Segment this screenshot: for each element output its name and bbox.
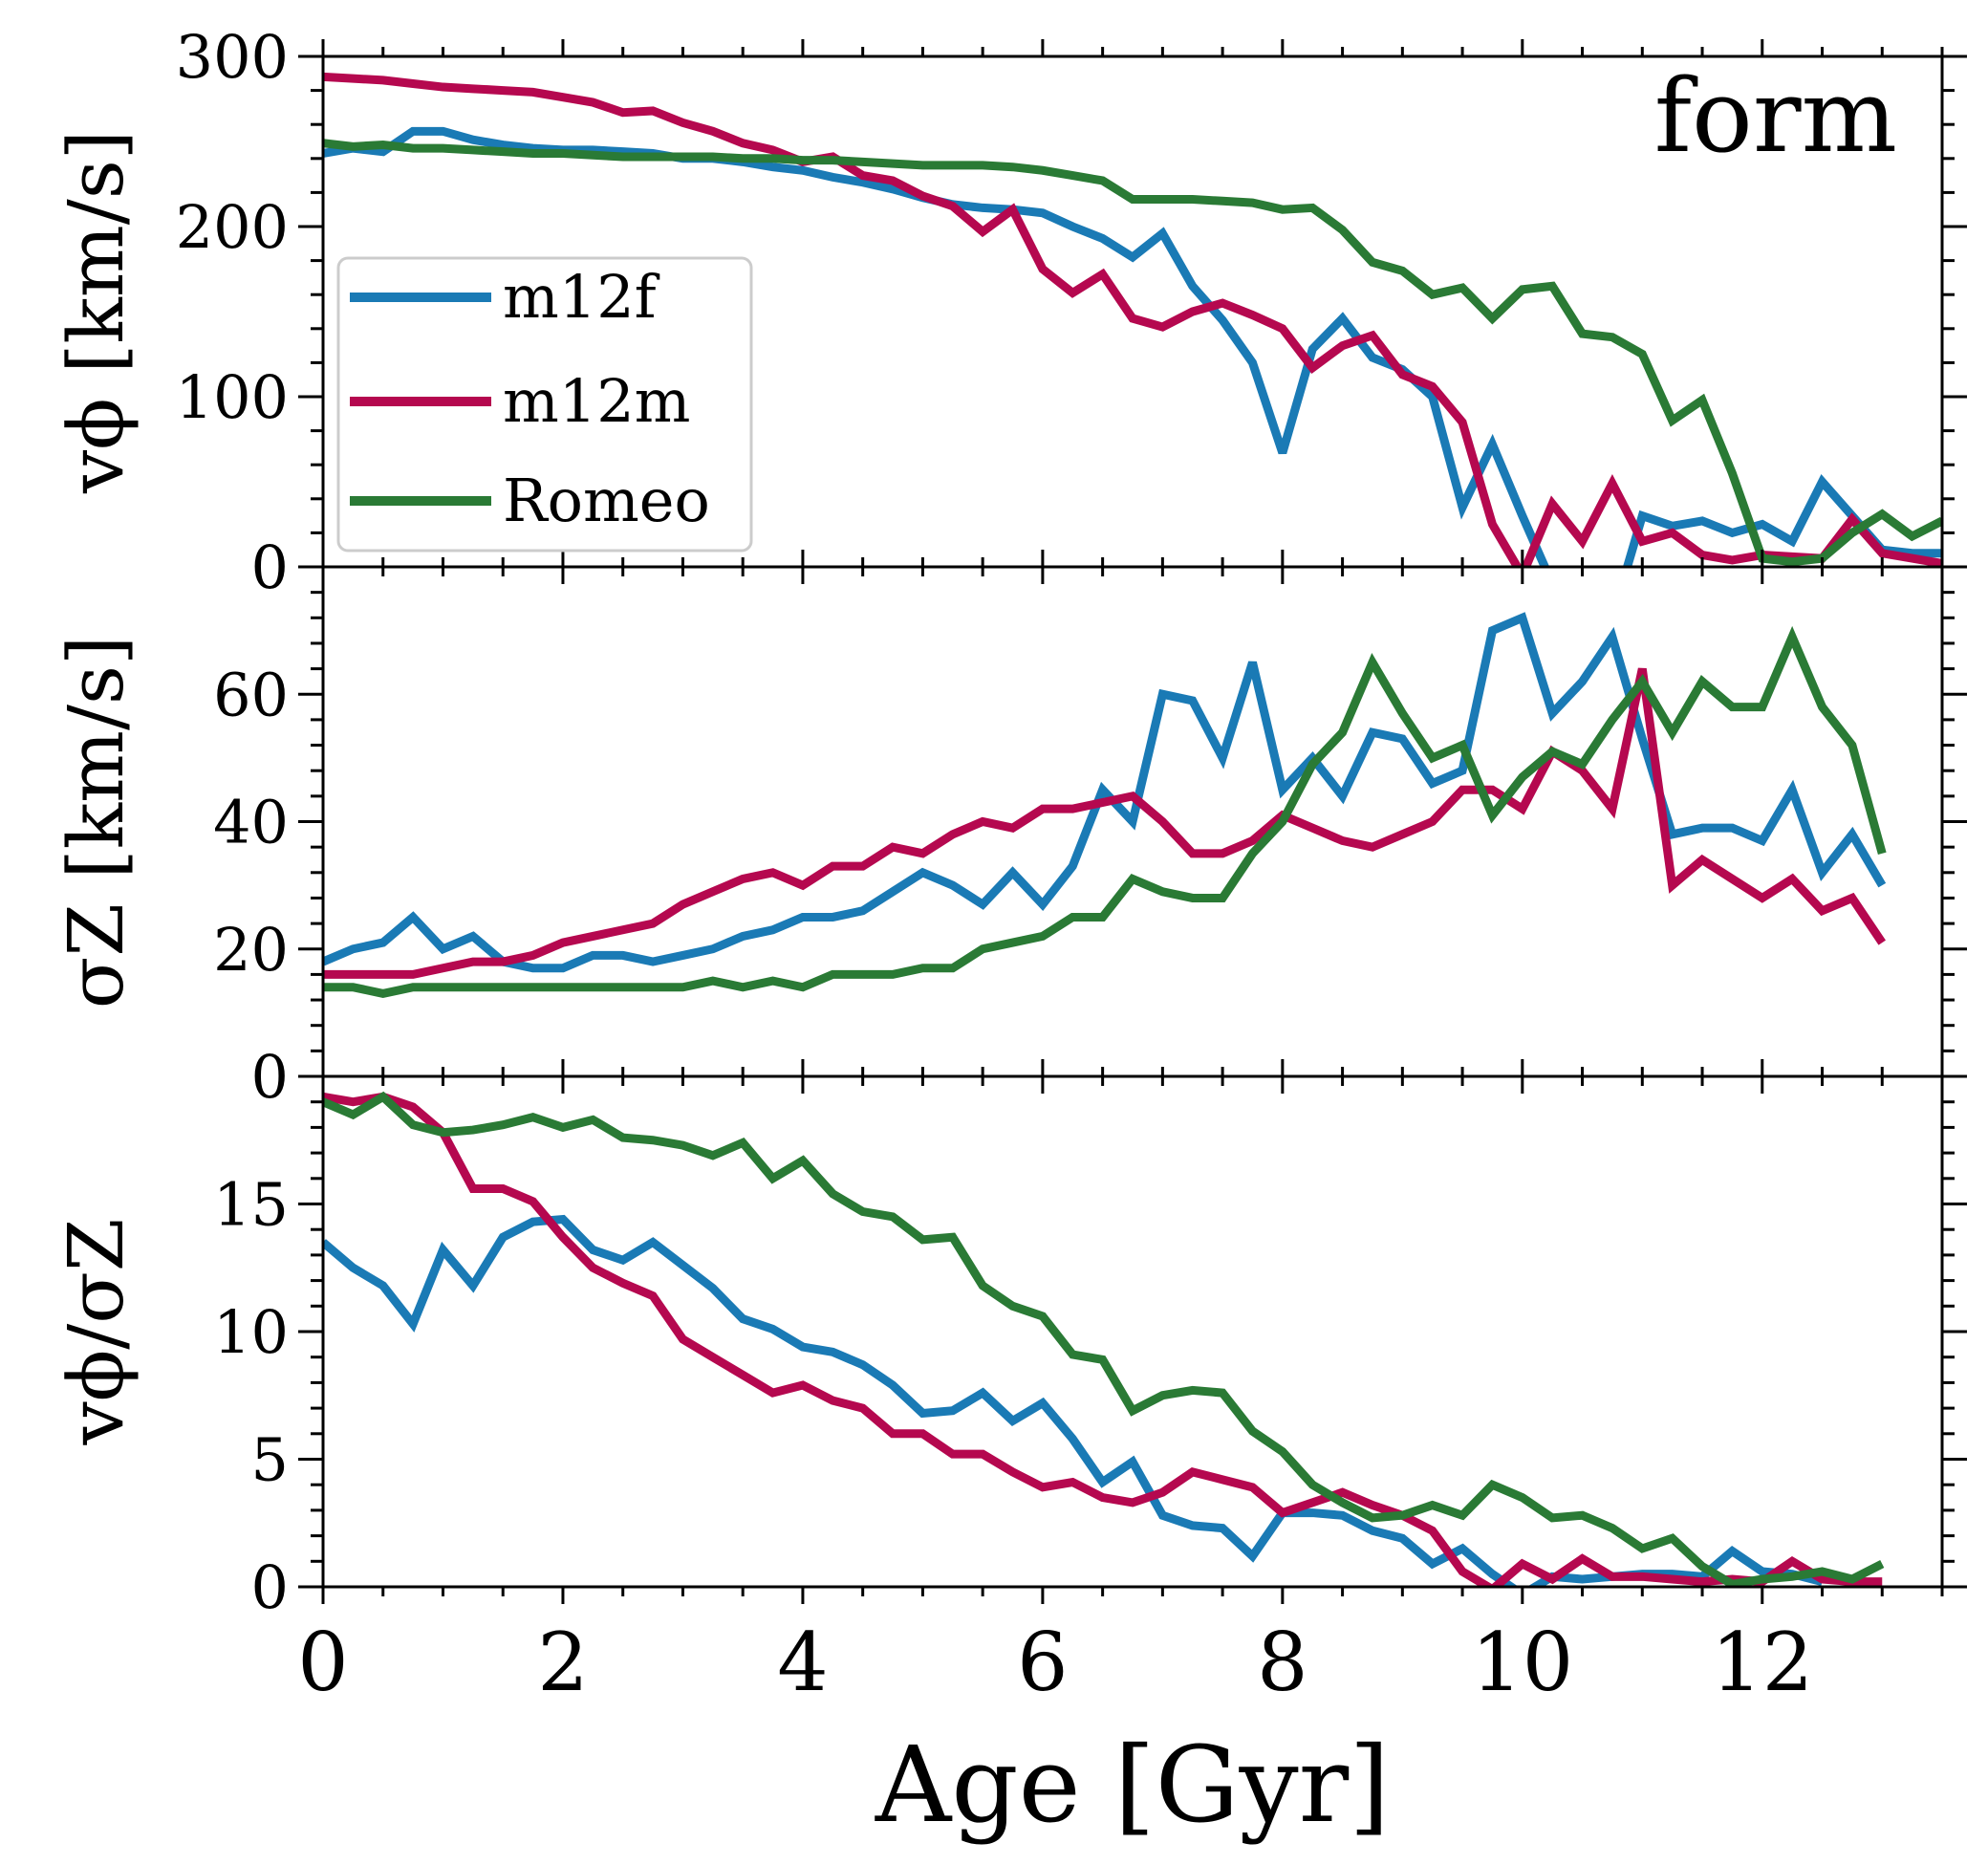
- panel-sigma-z-lines: [323, 612, 1887, 998]
- panel-v-phi: 0 100 200 300 vϕ [km/s]: [52, 22, 1967, 602]
- x-tick-labels: 0 2 4 6 8 10 12: [297, 1616, 1813, 1709]
- x-tick-label: 0: [297, 1616, 348, 1709]
- panel-annotation-form: form: [1654, 57, 1897, 175]
- series-line-m12m-sigma-z: [323, 667, 1886, 979]
- y-tick-label: 15: [213, 1170, 289, 1240]
- series-line-m12m-v-phi: [323, 72, 1942, 567]
- y-tick-label: 100: [176, 362, 289, 432]
- y-tick-label: 0: [251, 1552, 289, 1622]
- legend: m12f m12m Romeo: [336, 256, 753, 553]
- y-tick-label: 0: [251, 532, 289, 602]
- series-line-m12f-v-phi: [323, 126, 1942, 567]
- y-tick-label: 0: [251, 1042, 289, 1112]
- y-tick-label: 300: [176, 22, 289, 92]
- panel-ratio-lines: [323, 1091, 1885, 1587]
- y-tick-label: 40: [213, 788, 289, 857]
- series-line-romeo-ratio: [323, 1091, 1885, 1587]
- y-tick-label: 5: [251, 1425, 289, 1495]
- y-tick-label: 20: [213, 915, 289, 985]
- y-tick-label: 200: [176, 192, 289, 262]
- y-tick-label: 10: [213, 1297, 289, 1367]
- x-tick-label: 6: [1017, 1616, 1068, 1709]
- panel-v-phi-ylabel: vϕ [km/s]: [52, 130, 140, 494]
- panel-sigma-z-tick-labels: 0 20 40 60: [213, 660, 289, 1112]
- panel-ratio-tick-labels: 0 5 10 15: [213, 1170, 289, 1623]
- panel-ratio-ylabel: vϕ/σZ: [52, 1219, 140, 1446]
- panel-v-phi-tick-labels: 0 100 200 300: [176, 22, 289, 602]
- x-tick-label: 10: [1471, 1616, 1573, 1709]
- series-line-m12f-ratio: [323, 1214, 1824, 1587]
- legend-label-romeo: Romeo: [503, 466, 710, 535]
- x-tick-label: 12: [1711, 1616, 1813, 1709]
- panel-ratio-frame: [321, 1074, 1944, 1589]
- legend-label-m12f: m12f: [503, 262, 660, 332]
- panel-sigma-z-ticks: [298, 550, 1967, 1094]
- panel-v-phi-lines: [323, 72, 1942, 567]
- panel-ratio-ticks: [298, 1059, 1967, 1604]
- panel-sigma-z: 0 20 40 60 σZ [km/s]: [52, 550, 1967, 1112]
- series-line-m12m-ratio: [323, 1092, 1883, 1587]
- panel-ratio: 0 5 10 15 vϕ/σZ: [52, 1059, 1967, 1622]
- x-tick-label: 8: [1257, 1616, 1307, 1709]
- x-tick-label: 4: [777, 1616, 828, 1709]
- legend-box: [336, 256, 753, 553]
- y-tick-label: 60: [213, 660, 289, 729]
- series-line-romeo-v-phi: [323, 139, 1942, 567]
- series-line-m12f-sigma-z: [323, 612, 1887, 973]
- x-axis-title: Age [Gyr]: [875, 1724, 1390, 1846]
- x-tick-label: 2: [537, 1616, 588, 1709]
- legend-label-m12m: m12m: [503, 366, 690, 436]
- panel-sigma-z-ylabel: σZ [km/s]: [52, 636, 140, 1008]
- series-line-romeo-sigma-z: [323, 625, 1887, 998]
